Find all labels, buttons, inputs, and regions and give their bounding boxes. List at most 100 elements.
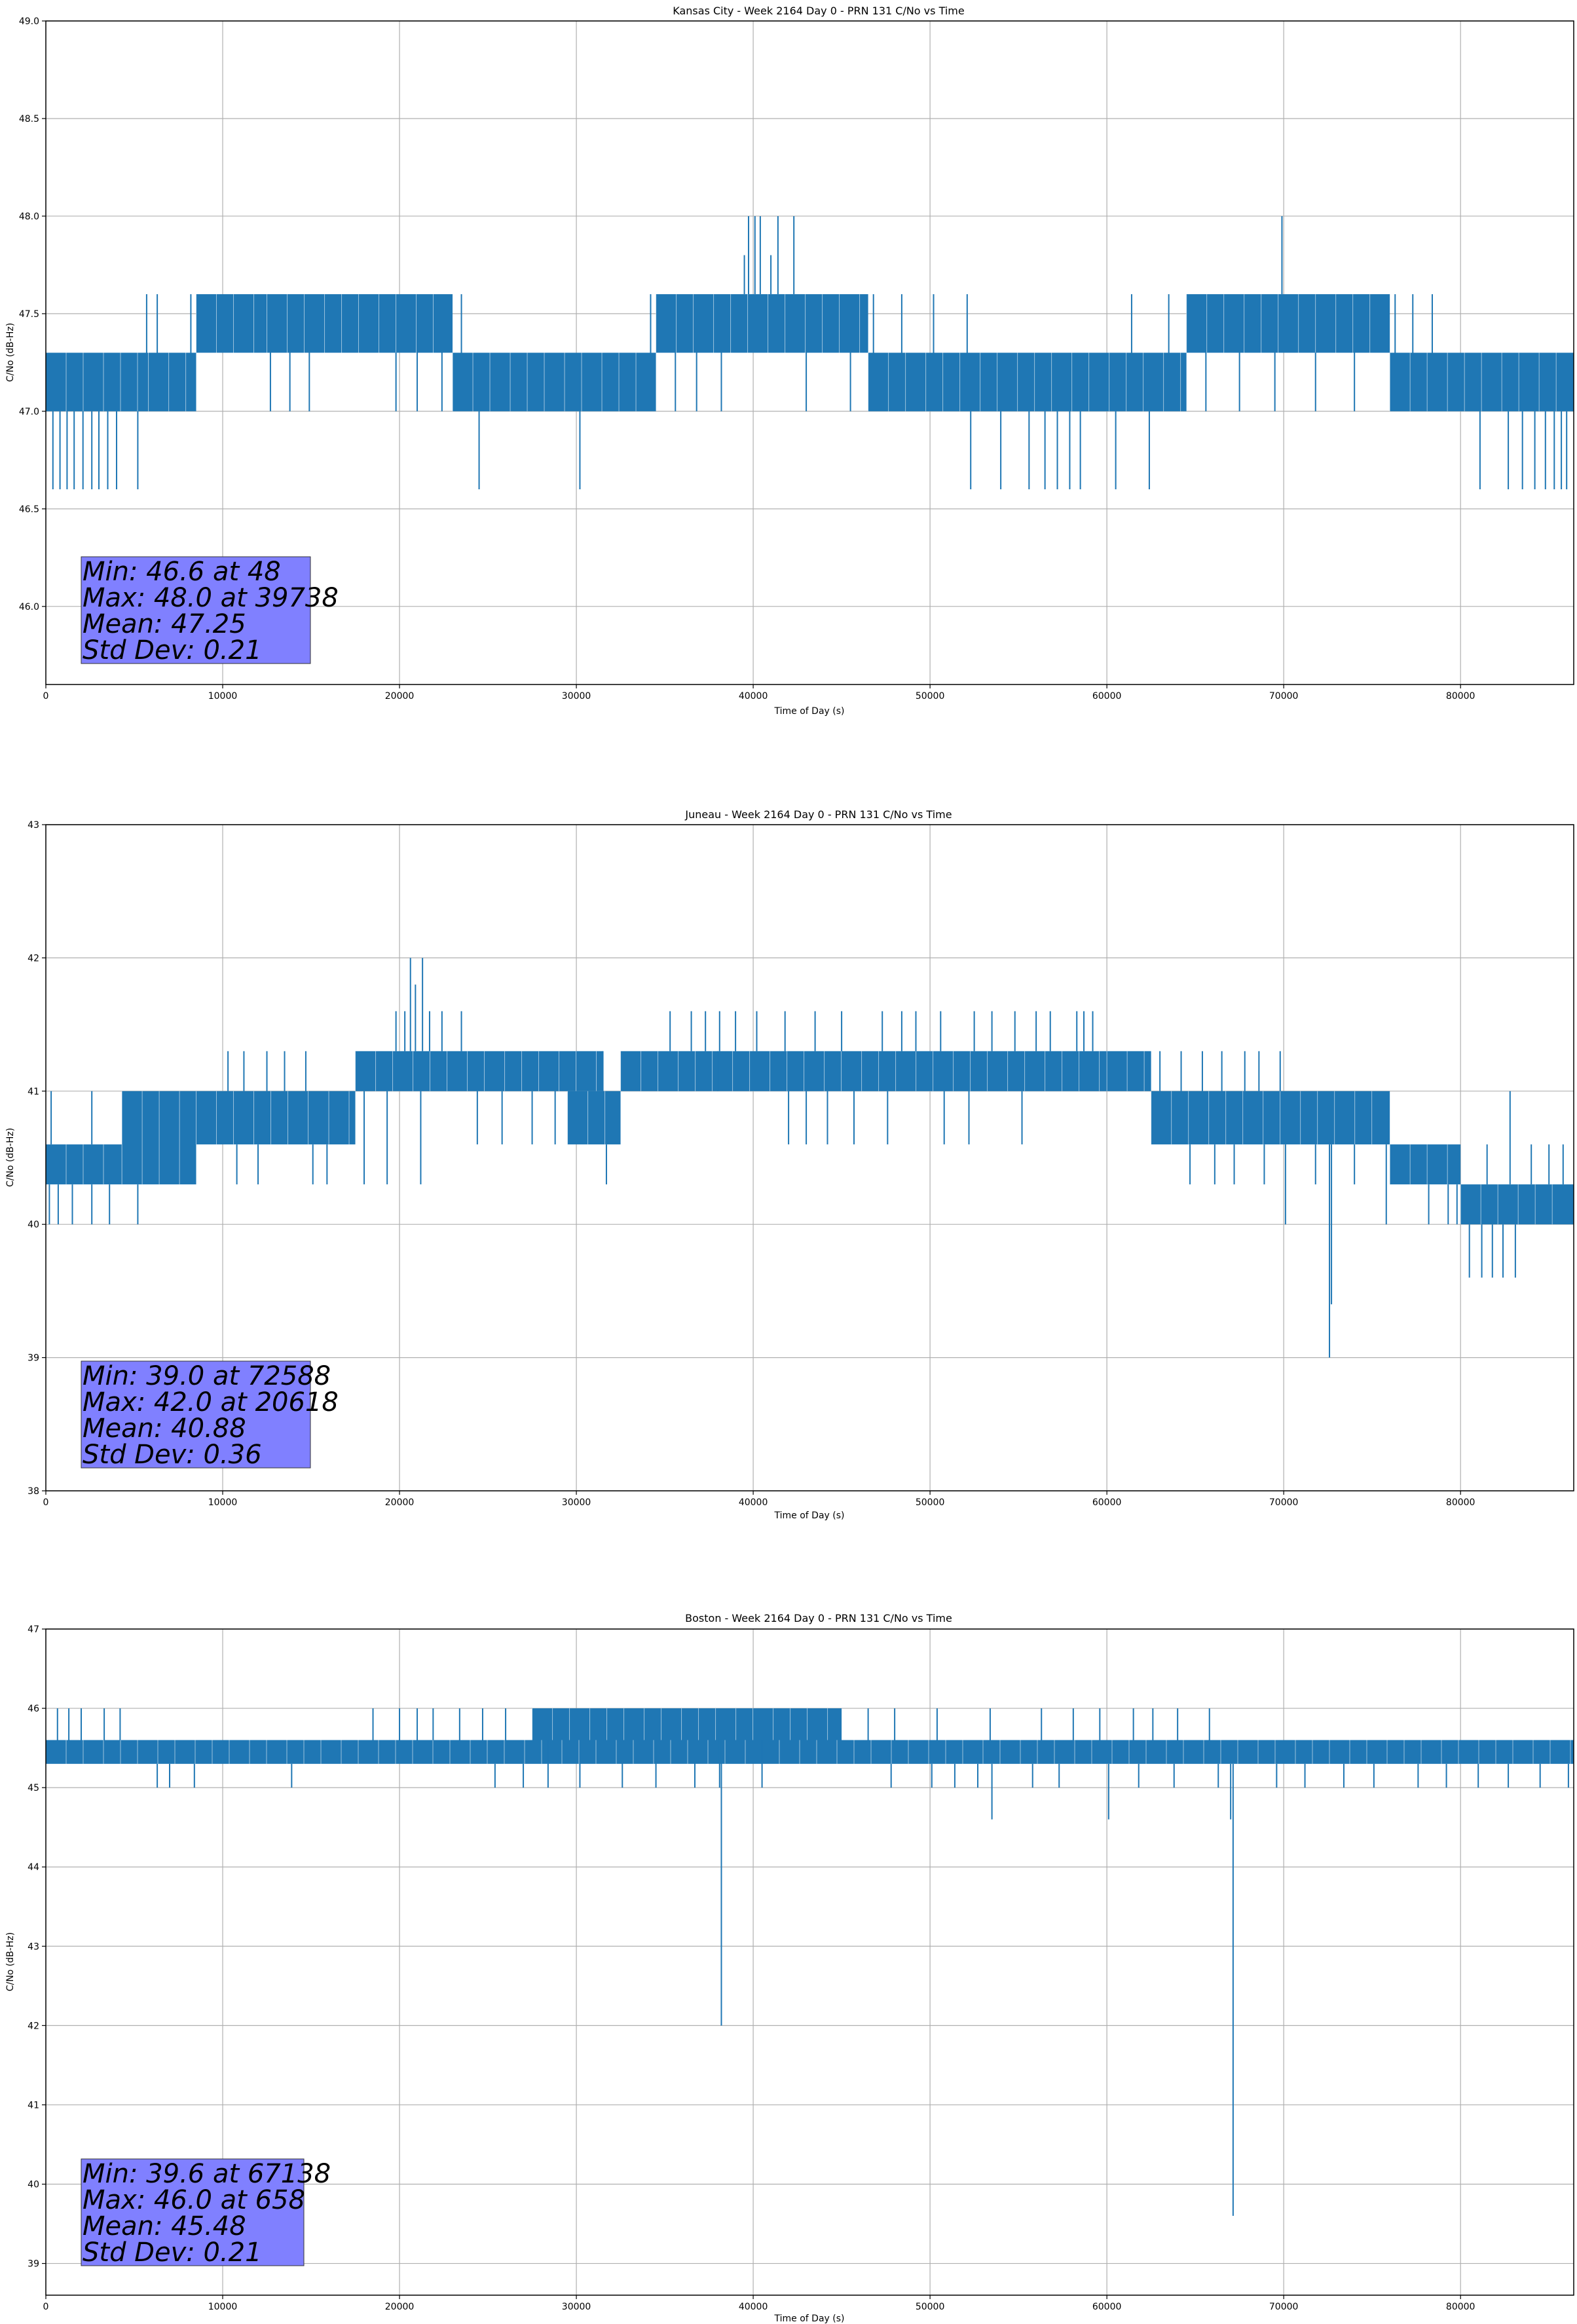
stats-box-background — [81, 556, 311, 664]
y-tick-label: 46.5 — [19, 504, 39, 515]
x-tick-label: 80000 — [1446, 1497, 1475, 1508]
y-axis-ticks: 39 40 41 42 43 44 45 46 47 — [28, 1624, 46, 2270]
x-tick-label: 30000 — [562, 2302, 591, 2312]
y-tick-label: 48.0 — [19, 212, 39, 222]
x-tick-label: 60000 — [1092, 1497, 1122, 1508]
series-band-layer — [45, 1708, 1574, 1764]
x-tick-label: 50000 — [916, 2302, 945, 2312]
series-band — [267, 294, 453, 353]
stats-box-background — [81, 2158, 305, 2266]
y-tick-label: 42 — [28, 953, 39, 964]
series-spike-layer — [52, 216, 1568, 490]
stats-std-dev: Std Dev: 0.36 — [83, 1440, 262, 1470]
series-band-layer — [45, 294, 1574, 411]
stats-mean: Mean: 47.25 — [83, 609, 246, 639]
x-tick-label: 50000 — [916, 691, 945, 702]
series-band — [1107, 1051, 1151, 1091]
stats-std-dev: Std Dev: 0.21 — [83, 635, 262, 665]
y-tick-label: 41 — [28, 2100, 39, 2110]
x-tick-label: 70000 — [1269, 1497, 1299, 1508]
x-tick-label: 20000 — [385, 2302, 415, 2312]
y-tick-label: 46.0 — [19, 602, 39, 612]
stats-box: Min: 39.6 at 67138 Max: 46.0 at 658 Mean… — [81, 2158, 331, 2268]
series-band — [148, 352, 196, 411]
y-axis-ticks: 46.0 46.5 47.0 47.5 48.0 48.5 49.0 — [19, 16, 46, 612]
plot-frame — [45, 1628, 1574, 2296]
chart-title: Boston - Week 2164 Day 0 - PRN 131 C/No … — [685, 1612, 952, 1624]
stats-std-dev: Std Dev: 0.21 — [83, 2238, 262, 2268]
x-axis-ticks: 0 10000 20000 30000 40000 50000 60000 70000 8000… — [43, 684, 1475, 702]
y-tick-label: 40 — [28, 2180, 39, 2190]
x-tick-label: 10000 — [208, 691, 238, 702]
y-tick-label: 38 — [28, 1486, 39, 1497]
y-tick-label: 47 — [28, 1624, 39, 1635]
stats-max: Max: 48.0 at 39738 — [83, 583, 339, 613]
y-tick-label: 43 — [28, 820, 39, 831]
x-tick-label: 10000 — [208, 2302, 238, 2312]
plot-frame — [45, 824, 1574, 1491]
series-spike-layer — [48, 958, 1564, 1358]
series-band — [656, 294, 868, 353]
stats-mean: Mean: 40.88 — [83, 1414, 246, 1444]
x-tick-label: 10000 — [208, 1497, 238, 1508]
x-tick-label: 70000 — [1269, 2302, 1299, 2312]
series-band — [1151, 1091, 1390, 1145]
y-tick-label: 40 — [28, 1220, 39, 1230]
y-tick-label: 42 — [28, 2021, 39, 2031]
x-tick-label: 0 — [43, 691, 49, 702]
x-tick-label: 70000 — [1269, 691, 1299, 702]
series-band — [1390, 1144, 1461, 1185]
series-band-layer — [45, 1051, 1574, 1225]
y-axis-label: C/No (dB-Hz) — [5, 1128, 16, 1187]
chart-title: Kansas City - Week 2164 Day 0 - PRN 131 … — [673, 5, 964, 17]
series-band — [46, 1740, 1574, 1764]
x-tick-label: 20000 — [385, 1497, 415, 1508]
y-tick-label: 41 — [28, 1087, 39, 1097]
chart-title: Juneau - Week 2164 Day 0 - PRN 131 C/No … — [684, 808, 952, 821]
x-axis-ticks: 0 10000 20000 30000 40000 50000 60000 70000 8000… — [43, 2295, 1475, 2312]
stats-box: Min: 46.6 at 48 Max: 48.0 at 39738 Mean:… — [81, 556, 339, 665]
x-tick-label: 80000 — [1446, 2302, 1475, 2312]
y-tick-label: 49.0 — [19, 16, 39, 27]
series-band — [453, 352, 656, 411]
y-tick-label: 39 — [28, 1353, 39, 1364]
series-band — [355, 1051, 603, 1091]
x-axis-label: Time of Day (s) — [774, 1510, 845, 1521]
series-band — [329, 1091, 356, 1145]
stats-max: Max: 46.0 at 658 — [83, 2185, 305, 2215]
plot-frame — [45, 20, 1574, 685]
x-axis-label: Time of Day (s) — [774, 706, 845, 717]
series-band — [567, 1091, 621, 1145]
stats-min: Min: 46.6 at 48 — [83, 557, 281, 587]
x-tick-label: 80000 — [1446, 691, 1475, 702]
series-band — [196, 294, 267, 353]
y-tick-label: 39 — [28, 2259, 39, 2270]
stats-box-background — [81, 1360, 311, 1469]
x-tick-label: 40000 — [739, 691, 768, 702]
y-tick-label: 47.0 — [19, 407, 39, 417]
y-axis-label: C/No (dB-Hz) — [5, 1932, 16, 1991]
chart-juneau: Juneau - Week 2164 Day 0 - PRN 131 C/No … — [5, 808, 1574, 1521]
y-tick-label: 45 — [28, 1783, 39, 1793]
x-tick-label: 0 — [43, 1497, 49, 1508]
series-band — [532, 1708, 842, 1740]
y-tick-label: 46 — [28, 1704, 39, 1714]
y-axis-ticks: 38 39 40 41 42 43 — [28, 820, 46, 1497]
x-tick-label: 50000 — [916, 1497, 945, 1508]
x-axis-label: Time of Day (s) — [774, 2314, 845, 2324]
series-band — [1186, 294, 1390, 353]
x-tick-label: 40000 — [739, 1497, 768, 1508]
chart-kansas-city: Kansas City - Week 2164 Day 0 - PRN 131 … — [5, 5, 1574, 717]
x-tick-label: 0 — [43, 2302, 49, 2312]
x-tick-label: 30000 — [562, 691, 591, 702]
y-axis-label: C/No (dB-Hz) — [5, 323, 16, 382]
stats-box: Min: 39.0 at 72588 Max: 42.0 at 20618 Me… — [81, 1360, 339, 1470]
series-band — [868, 352, 1187, 411]
chart-boston: Boston - Week 2164 Day 0 - PRN 131 C/No … — [5, 1612, 1574, 2324]
series-spike-layer — [56, 1708, 1569, 2216]
y-tick-label: 48.5 — [19, 114, 39, 124]
series-band — [1460, 1184, 1574, 1225]
series-band — [620, 1051, 1107, 1091]
